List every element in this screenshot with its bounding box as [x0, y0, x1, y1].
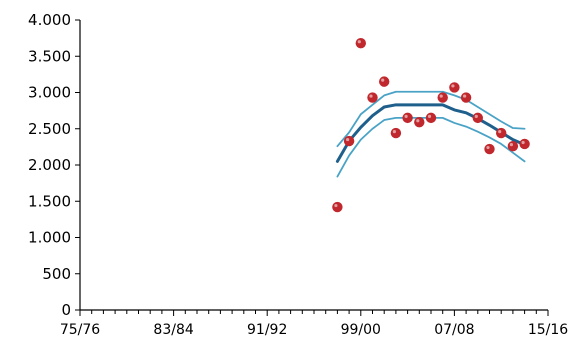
data-point [496, 127, 507, 139]
data-point-highlight [369, 94, 373, 98]
data-point [355, 38, 366, 49]
data-point-highlight [346, 137, 350, 142]
data-point [484, 143, 495, 155]
trend-line [335, 103, 527, 163]
x-tick-label: 91/92 [247, 322, 287, 338]
data-point [367, 92, 378, 103]
data-point-highlight [509, 143, 513, 147]
data-point [402, 112, 413, 124]
y-tick-label: 0 [61, 301, 71, 319]
data-point [519, 138, 530, 150]
y-tick-label: 3.000 [28, 84, 71, 102]
data-point [343, 135, 355, 147]
data-point-highlight [334, 203, 338, 208]
data-point-highlight [451, 84, 455, 88]
data-point-highlight [474, 114, 478, 118]
data-point-highlight [463, 94, 467, 98]
observed-points-series [332, 38, 530, 213]
data-point [460, 92, 472, 103]
data-point-highlight [404, 114, 408, 118]
y-tick-label: 1.500 [28, 192, 71, 210]
data-point-highlight [486, 145, 490, 150]
data-point-highlight [357, 40, 361, 44]
data-point-highlight [498, 130, 502, 134]
x-axis: 75/76 83/84 91/92 99/00 07/08 15/16 [60, 309, 568, 338]
x-tick-label: 75/76 [60, 322, 100, 338]
x-tick-label: 07/08 [434, 322, 474, 338]
data-point-highlight [381, 78, 385, 82]
y-tick-label: 500 [42, 265, 71, 283]
x-tick-label: 83/84 [153, 322, 193, 338]
y-tick-label: 2.500 [28, 120, 71, 138]
data-point [507, 140, 519, 152]
data-point [449, 82, 460, 93]
data-point [425, 112, 437, 124]
upper-band-line [336, 90, 526, 148]
data-point-highlight [427, 114, 432, 118]
data-point-highlight [521, 140, 525, 145]
data-point [472, 112, 483, 124]
data-point [379, 76, 390, 87]
x-tick-label: 15/16 [528, 322, 568, 338]
y-axis: 0 500 1.000 1.500 2.000 2.500 3.000 3.500 4.000 [28, 11, 81, 319]
data-point-highlight [439, 94, 443, 98]
data-point [390, 127, 402, 139]
y-tick-label: 1.000 [28, 229, 71, 247]
y-tick-label: 4.000 [28, 11, 71, 29]
data-point-highlight [392, 130, 396, 134]
lower-band-line [336, 116, 526, 178]
data-point [437, 92, 448, 103]
data-point [332, 201, 343, 213]
data-point-highlight [416, 119, 420, 123]
x-tick-label: 99/00 [341, 322, 381, 338]
lower-band-series [336, 116, 526, 178]
upper-band-series [336, 90, 526, 148]
y-tick-label: 3.500 [28, 47, 71, 65]
data-point [414, 117, 425, 128]
trend-series [335, 103, 527, 163]
y-tick-label: 2.000 [28, 156, 71, 174]
